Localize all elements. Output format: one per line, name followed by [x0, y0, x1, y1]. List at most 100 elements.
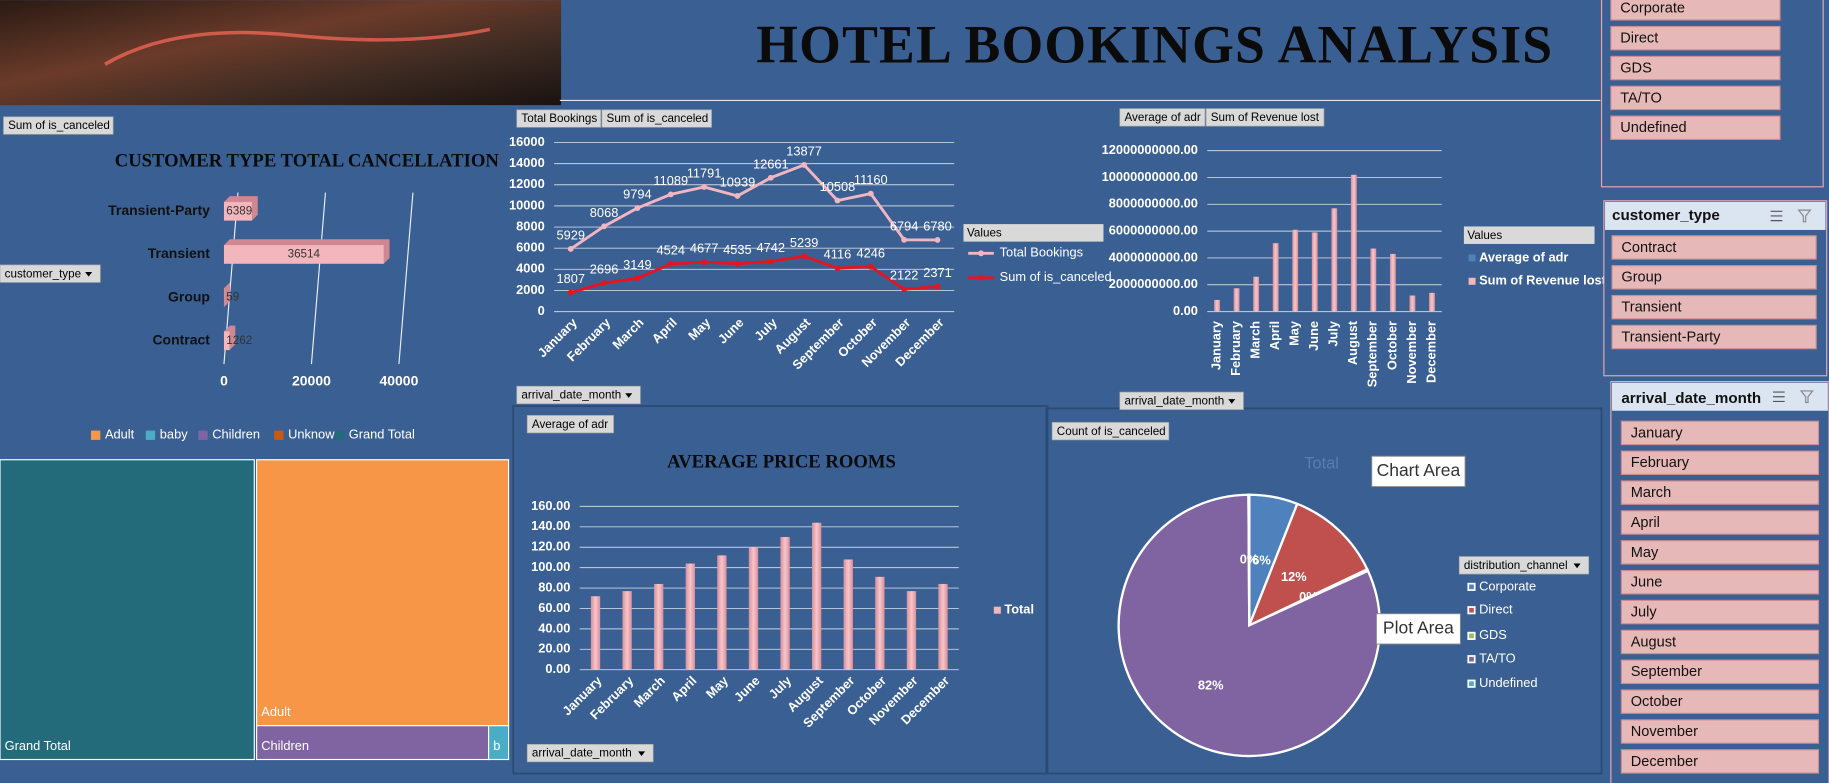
x-tick-label: April: [1267, 321, 1282, 350]
multi-select-icon[interactable]: [1773, 391, 1785, 402]
data-label: 3149: [623, 257, 652, 272]
y-tick-label: 8000000000.00: [1109, 196, 1198, 211]
slicer-item-label[interactable]: Group: [1621, 270, 1662, 286]
legend-label: Sum of is_canceled: [1000, 269, 1112, 284]
bar: [906, 591, 917, 670]
legend-swatch: [978, 250, 984, 257]
bar: [1214, 299, 1220, 312]
y-tick-label: 140.00: [531, 518, 570, 533]
slicer-item-label[interactable]: Corporate: [1620, 1, 1685, 17]
field-button: [526, 415, 614, 434]
field-button-label: Sum of is_canceled: [8, 119, 110, 132]
y-tick-label: 60.00: [538, 600, 570, 615]
slicer-item[interactable]: [1620, 480, 1820, 505]
slicer-item[interactable]: [1610, 55, 1781, 81]
slicer-item[interactable]: [1610, 0, 1781, 21]
slicer-item[interactable]: [1620, 510, 1820, 535]
data-label: 6794: [890, 218, 919, 233]
y-tick-label: 160.00: [531, 498, 570, 513]
legend-label: Undefined: [1479, 675, 1538, 690]
clear-filter-icon[interactable]: [1797, 209, 1812, 223]
y-tick-label: 6000: [516, 240, 545, 255]
slicer-item[interactable]: [1620, 749, 1820, 774]
bar: [1389, 253, 1396, 312]
slicer-item[interactable]: [1620, 629, 1820, 655]
slicer-item-label[interactable]: Direct: [1620, 31, 1658, 47]
legend-swatch: [145, 430, 156, 440]
tile: [0, 459, 255, 761]
multi-select-icon[interactable]: [1770, 210, 1783, 222]
x-tick-label: May: [1287, 320, 1302, 346]
slicer-item-label[interactable]: GDS: [1620, 60, 1652, 76]
data-label: 8068: [590, 205, 619, 220]
data-label: 11160: [854, 172, 888, 187]
marker: [601, 223, 607, 230]
slicer-item-label[interactable]: August: [1631, 634, 1676, 650]
slicer-item-label[interactable]: July: [1631, 605, 1658, 621]
legend-swatch: [274, 430, 284, 440]
x-tick-label: March: [1248, 321, 1263, 359]
x-tick-label: 40000: [379, 372, 418, 388]
legend-title: Values: [967, 227, 1002, 240]
legend-label: Unknown: [288, 427, 341, 442]
data-label: 4677: [690, 241, 719, 256]
slicer-item-label[interactable]: May: [1631, 545, 1659, 561]
legend-swatch: [1469, 633, 1474, 639]
slicer-item-label[interactable]: December: [1631, 754, 1698, 770]
marker: [601, 280, 607, 287]
pie-slice: [1247, 493, 1251, 626]
slicer-item-label[interactable]: October: [1631, 694, 1683, 710]
data-label: 6%: [1252, 553, 1271, 568]
slicer-item[interactable]: [1620, 689, 1820, 714]
slicer-item[interactable]: [1620, 599, 1820, 625]
y-tick-label: 14000: [509, 155, 545, 170]
data-label: 59: [226, 291, 239, 304]
slicer-item-label[interactable]: January: [1631, 425, 1684, 441]
slicer-item-label[interactable]: November: [1631, 724, 1698, 740]
field-button: [516, 385, 641, 405]
slicer-item[interactable]: [1610, 25, 1781, 51]
slicer-item-label[interactable]: Transient-Party: [1621, 329, 1721, 345]
field-button-label: Sum of is_canceled: [607, 112, 709, 125]
slicer-item-label[interactable]: TA/TO: [1620, 90, 1662, 106]
slicer-item-label[interactable]: September: [1631, 664, 1702, 680]
x-tick-label: 0: [220, 372, 228, 388]
slicer-item[interactable]: [1611, 235, 1817, 260]
slicer-item[interactable]: [1620, 450, 1820, 476]
tooltip-label: Plot Area: [1383, 617, 1454, 637]
data-label: 13877: [786, 143, 822, 158]
slicer-item-label[interactable]: Transient: [1621, 300, 1681, 316]
slicer-item[interactable]: [1611, 294, 1817, 320]
slicer-item-label[interactable]: Contract: [1621, 240, 1676, 256]
legend-label: Total Bookings: [1000, 245, 1083, 260]
legend-title: Values: [1467, 229, 1502, 242]
y-tick-label: 12000: [509, 176, 545, 191]
slicer-item-label[interactable]: April: [1631, 515, 1660, 531]
x-tick-label: July: [1326, 320, 1341, 347]
slicer-item[interactable]: [1611, 324, 1817, 350]
slicer-item[interactable]: [1620, 659, 1820, 685]
slicer-item[interactable]: [1610, 85, 1781, 111]
marker: [734, 260, 741, 267]
slicer-item[interactable]: [1620, 540, 1820, 565]
clear-filter-icon[interactable]: [1799, 390, 1814, 404]
slicer-item[interactable]: [1610, 115, 1781, 141]
y-tick-label: 0.00: [1173, 303, 1198, 318]
slicer-item[interactable]: [1620, 420, 1820, 446]
marker: [567, 289, 574, 296]
slicer-item[interactable]: [1620, 569, 1820, 595]
field-button: [3, 116, 114, 135]
bar: [622, 591, 632, 670]
slicer-item-label[interactable]: February: [1631, 455, 1690, 471]
y-tick-label: 12000000000.00: [1102, 142, 1198, 157]
slicer-item[interactable]: [1620, 719, 1820, 744]
slicer-item-label[interactable]: June: [1631, 575, 1663, 591]
x-tick-label: September: [1365, 321, 1380, 387]
slicer-item[interactable]: [1611, 265, 1817, 290]
slicer-item-label[interactable]: March: [1631, 485, 1672, 501]
panel-border: [1045, 407, 1603, 775]
bar: [1429, 292, 1435, 312]
data-label: 4535: [723, 242, 752, 257]
slicer-item-label[interactable]: Undefined: [1620, 120, 1686, 136]
